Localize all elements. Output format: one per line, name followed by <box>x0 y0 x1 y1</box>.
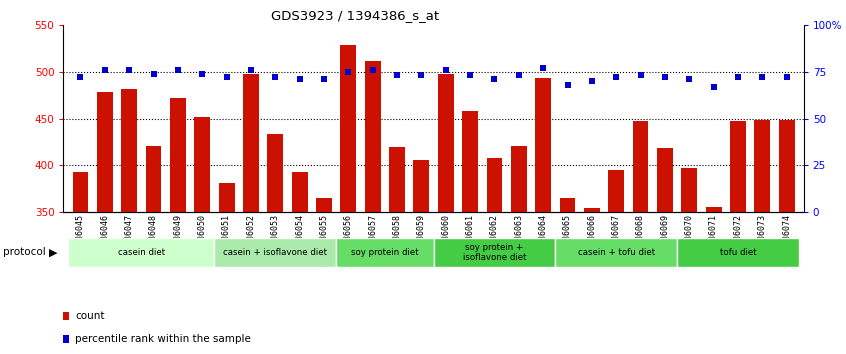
Bar <box>146 146 162 212</box>
Text: casein diet: casein diet <box>118 248 165 257</box>
Point <box>512 73 525 78</box>
Point <box>171 67 184 73</box>
Point <box>536 65 550 71</box>
Point <box>731 74 744 80</box>
Point <box>561 82 574 88</box>
Bar <box>681 168 697 212</box>
Point <box>146 71 160 76</box>
Point <box>342 69 355 74</box>
Bar <box>555 238 677 267</box>
Bar <box>438 74 453 212</box>
Point <box>195 71 209 76</box>
Bar <box>214 238 336 267</box>
Point <box>390 73 404 78</box>
Bar <box>559 198 575 212</box>
Text: soy protein +
isoflavone diet: soy protein + isoflavone diet <box>463 242 526 262</box>
Bar <box>608 170 624 212</box>
Point <box>220 74 233 80</box>
Point <box>268 74 282 80</box>
Point <box>634 73 647 78</box>
Bar <box>218 183 234 212</box>
Text: tofu diet: tofu diet <box>720 248 756 257</box>
Bar <box>584 208 600 212</box>
Bar <box>336 238 433 267</box>
Point <box>487 76 501 82</box>
Point <box>293 76 306 82</box>
Text: casein + isoflavone diet: casein + isoflavone diet <box>223 248 327 257</box>
Bar <box>73 172 89 212</box>
Bar <box>97 92 113 212</box>
Bar <box>243 74 259 212</box>
Point <box>658 74 672 80</box>
Bar <box>365 61 381 212</box>
Text: soy protein diet: soy protein diet <box>351 248 419 257</box>
Bar <box>755 120 770 212</box>
Point <box>755 74 769 80</box>
Bar <box>170 98 186 212</box>
Bar <box>316 198 332 212</box>
Point <box>780 74 794 80</box>
Bar <box>633 121 649 212</box>
Point <box>707 84 721 90</box>
Bar <box>340 45 356 212</box>
Bar <box>511 146 527 212</box>
Point <box>74 74 87 80</box>
Point <box>609 74 623 80</box>
Bar <box>778 120 794 212</box>
Bar <box>292 172 308 212</box>
Bar <box>462 111 478 212</box>
Text: GDS3923 / 1394386_s_at: GDS3923 / 1394386_s_at <box>272 9 439 22</box>
Point <box>439 67 453 73</box>
Point <box>683 76 696 82</box>
Text: casein + tofu diet: casein + tofu diet <box>578 248 655 257</box>
Text: protocol: protocol <box>3 247 47 257</box>
Bar <box>267 133 283 212</box>
Text: count: count <box>75 311 105 321</box>
Point <box>317 76 331 82</box>
Bar <box>730 121 746 212</box>
Text: percentile rank within the sample: percentile rank within the sample <box>75 334 251 344</box>
Bar <box>69 238 214 267</box>
Bar <box>706 207 722 212</box>
Point <box>244 67 258 73</box>
Point <box>585 78 599 84</box>
Bar <box>121 88 137 212</box>
Bar <box>389 147 405 212</box>
Bar <box>486 158 503 212</box>
Bar <box>536 78 551 212</box>
Bar <box>414 160 429 212</box>
Point <box>123 67 136 73</box>
Bar <box>433 238 555 267</box>
Point <box>415 73 428 78</box>
Bar <box>677 238 799 267</box>
Point <box>464 73 477 78</box>
Text: ▶: ▶ <box>49 247 58 257</box>
Point <box>366 67 380 73</box>
Point <box>98 67 112 73</box>
Bar <box>657 148 673 212</box>
Bar <box>195 117 210 212</box>
